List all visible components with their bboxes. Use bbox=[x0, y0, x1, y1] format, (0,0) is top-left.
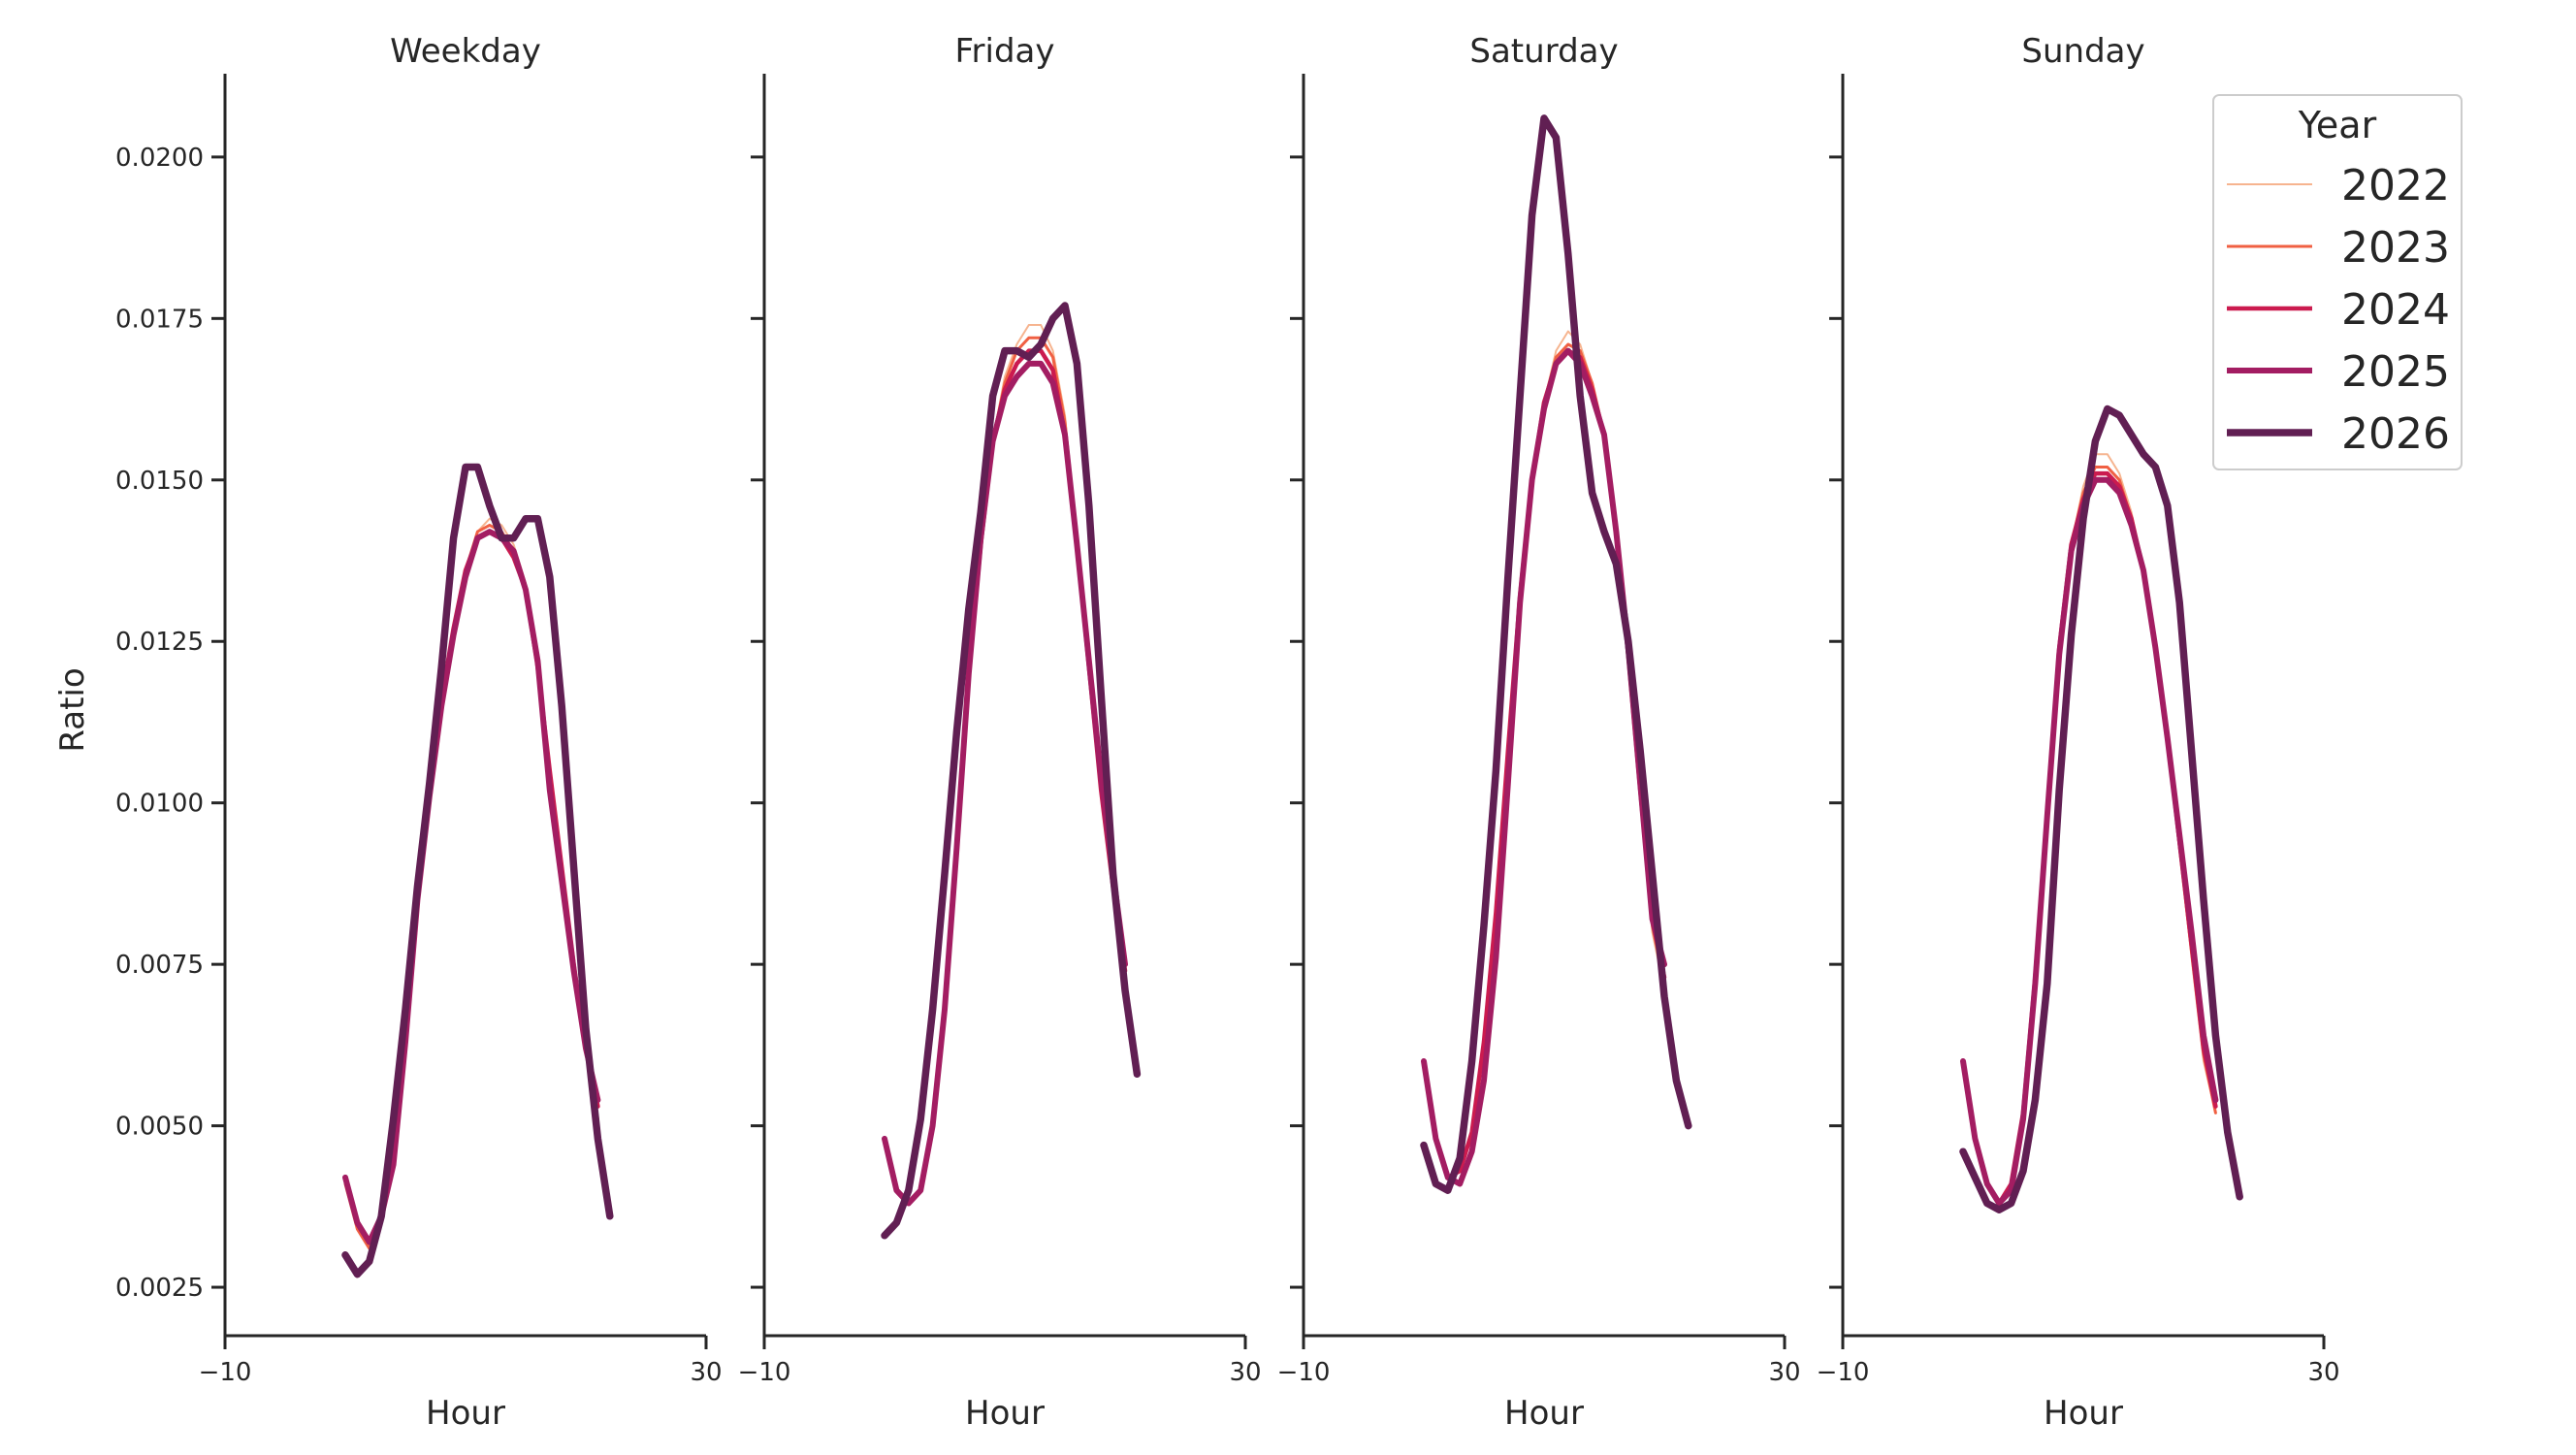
panel-title: Saturday bbox=[1469, 32, 1618, 71]
series-line-2026 bbox=[1959, 404, 2243, 1213]
x-tick-label: 30 bbox=[2307, 1358, 2339, 1387]
x-tick-label: 30 bbox=[1229, 1358, 1261, 1387]
panel-title: Sunday bbox=[2021, 32, 2144, 71]
panel-friday: Friday −10 30 Hour bbox=[738, 32, 1262, 1433]
legend-box bbox=[2212, 94, 2463, 470]
x-tick-label: −10 bbox=[199, 1358, 252, 1387]
x-axis-label: Hour bbox=[1504, 1394, 1584, 1433]
y-tick-label: 0.0025 bbox=[115, 1274, 204, 1303]
x-axis-label: Hour bbox=[2044, 1394, 2123, 1433]
x-tick-label: 30 bbox=[690, 1358, 722, 1387]
y-tick-label: 0.0175 bbox=[115, 305, 204, 334]
legend-label-2025: 2025 bbox=[2341, 347, 2450, 397]
series-line-2023 bbox=[1422, 342, 1666, 1180]
series-line-2026 bbox=[341, 463, 614, 1278]
y-tick-label: 0.0050 bbox=[115, 1113, 204, 1142]
series-line-2022 bbox=[1423, 330, 1665, 1179]
legend-label-2024: 2024 bbox=[2341, 285, 2450, 335]
series-line-2026 bbox=[881, 302, 1142, 1240]
legend-label-2026: 2026 bbox=[2341, 409, 2450, 459]
y-tick-label: 0.0150 bbox=[115, 467, 204, 496]
x-tick-label: 30 bbox=[1768, 1358, 1800, 1387]
y-tick-label: 0.0125 bbox=[115, 628, 204, 657]
y-tick-label: 0.0100 bbox=[115, 790, 204, 819]
legend-label-2022: 2022 bbox=[2341, 161, 2450, 210]
x-axis-label: Hour bbox=[965, 1394, 1045, 1433]
panel-title: Weekday bbox=[390, 32, 541, 71]
x-tick-label: −10 bbox=[1277, 1358, 1331, 1387]
series-line-2022 bbox=[884, 324, 1126, 1205]
legend: Year 2022 2023 2024 2025 2026 bbox=[2212, 94, 2463, 470]
panel-title: Friday bbox=[954, 32, 1054, 71]
series-line-2025 bbox=[882, 360, 1128, 1207]
x-axis-label: Hour bbox=[426, 1394, 505, 1433]
panel-weekday: Weekday 0.0025 0.0050 0.0075 0.0100 0.0125 0.0… bbox=[115, 32, 723, 1433]
y-tick-label: 0.0200 bbox=[115, 144, 204, 173]
panel-sunday: Sunday −10 30 Hour bbox=[1817, 32, 2340, 1433]
x-tick-label: −10 bbox=[1817, 1358, 1870, 1387]
x-tick-label: −10 bbox=[738, 1358, 791, 1387]
y-axis-label: Ratio bbox=[53, 667, 92, 752]
panel-saturday: Saturday −10 30 Hour bbox=[1277, 32, 1801, 1433]
legend-label-2023: 2023 bbox=[2341, 223, 2450, 273]
y-tick-label: 0.0075 bbox=[115, 951, 204, 980]
legend-title: Year bbox=[2298, 104, 2377, 146]
series-line-2025 bbox=[342, 529, 601, 1245]
series-line-2026 bbox=[1420, 114, 1692, 1194]
series-line-2025 bbox=[1421, 347, 1667, 1187]
series-line-2024 bbox=[1421, 348, 1667, 1180]
